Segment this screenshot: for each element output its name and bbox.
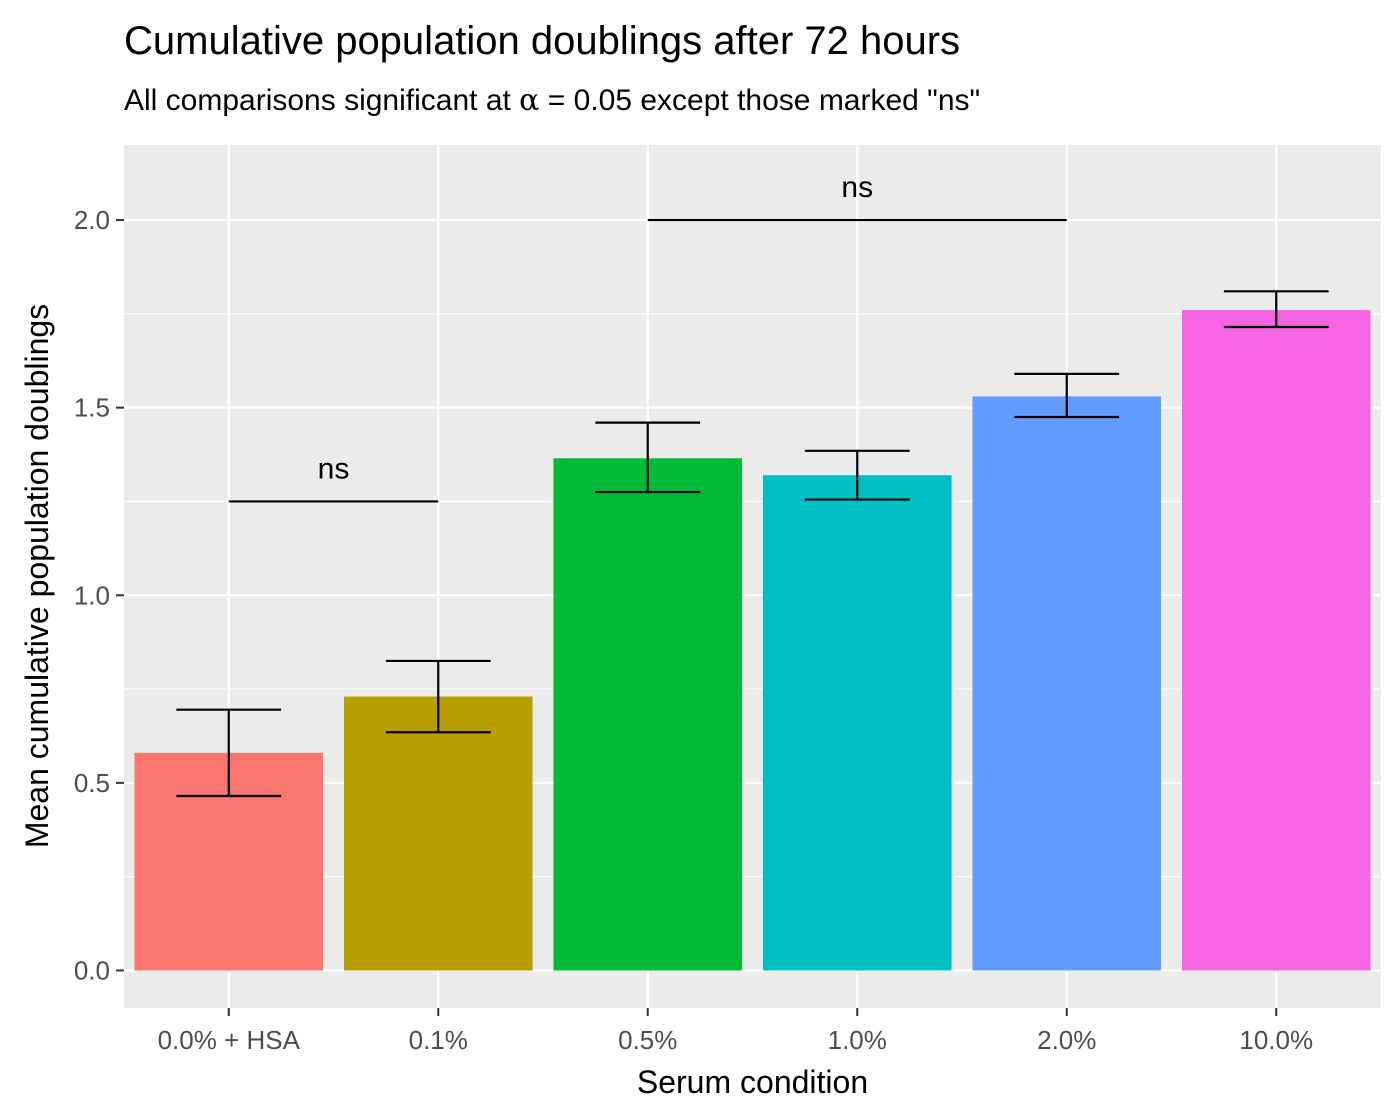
bar xyxy=(553,458,742,970)
bar xyxy=(1182,310,1371,970)
subtitle-operator: = xyxy=(539,84,573,117)
y-tick-label: 1.0 xyxy=(74,580,110,610)
x-tick-label: 0.0% + HSA xyxy=(158,1025,301,1055)
bar xyxy=(763,475,952,970)
x-tick-label: 10.0% xyxy=(1239,1025,1313,1055)
y-axis-title: Mean cumulative population doublings xyxy=(19,304,55,848)
y-tick-label: 0.0 xyxy=(74,955,110,985)
x-tick-label: 0.5% xyxy=(618,1025,677,1055)
bar xyxy=(344,697,533,971)
ns-label: ns xyxy=(318,452,350,485)
y-tick-label: 1.5 xyxy=(74,393,110,423)
subtitle-value: 0.05 xyxy=(574,84,632,117)
x-tick-label: 2.0% xyxy=(1037,1025,1096,1055)
subtitle-prefix: All comparisons significant at xyxy=(124,84,519,117)
ns-label: ns xyxy=(841,171,873,204)
y-axis: 0.0 0.5 1.0 1.5 2.0 xyxy=(74,205,124,985)
y-tick-label: 2.0 xyxy=(74,205,110,235)
x-tick-label: 1.0% xyxy=(828,1025,887,1055)
chart-subtitle: All comparisons significant at α = 0.05 … xyxy=(124,83,980,118)
subtitle-alpha: α xyxy=(519,83,539,118)
bar xyxy=(972,396,1161,970)
subtitle-suffix: except those marked "ns" xyxy=(632,84,980,117)
x-axis-title: Serum condition xyxy=(637,1064,868,1100)
y-tick-label: 0.5 xyxy=(74,768,110,798)
chart-title: Cumulative population doublings after 72… xyxy=(124,19,960,63)
x-tick-label: 0.1% xyxy=(409,1025,468,1055)
x-axis: 0.0% + HSA 0.1% 0.5% 1.0% 2.0% 10.0% xyxy=(158,1008,1314,1055)
